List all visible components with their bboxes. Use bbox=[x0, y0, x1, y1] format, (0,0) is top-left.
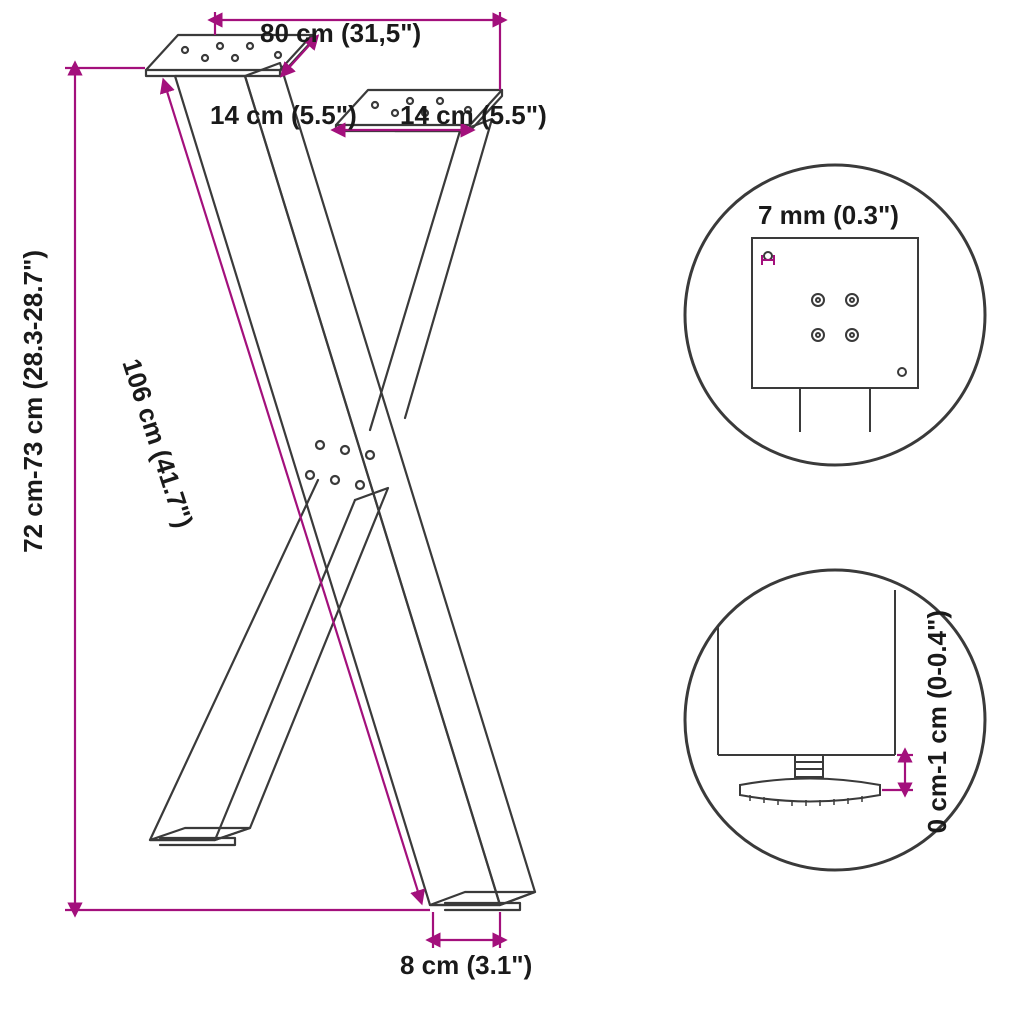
dim-width-top: 80 cm (31,5") bbox=[260, 18, 421, 49]
dim-height: 72 cm-73 cm (28.3-28.7") bbox=[18, 250, 49, 553]
dimension-lines bbox=[65, 12, 500, 948]
dim-beam-width: 8 cm (3.1") bbox=[400, 950, 532, 981]
dim-plate-width: 14 cm (5.5") bbox=[400, 100, 547, 131]
beam-b bbox=[150, 119, 492, 845]
dim-foot-adjust: 0 cm-1 cm (0-0.4") bbox=[922, 610, 953, 833]
diagram-svg bbox=[0, 0, 1024, 1024]
main-drawing bbox=[146, 35, 535, 910]
beam-a bbox=[175, 63, 535, 910]
dim-plate-depth: 14 cm (5.5") bbox=[210, 100, 357, 131]
dim-hole-dia: 7 mm (0.3") bbox=[758, 200, 899, 231]
